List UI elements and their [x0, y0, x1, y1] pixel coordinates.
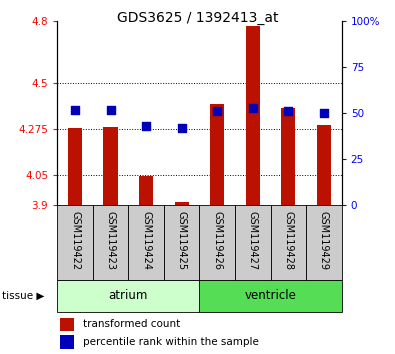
Text: GSM119429: GSM119429 — [319, 211, 329, 269]
Bar — [60, 335, 74, 349]
Text: GSM119426: GSM119426 — [212, 211, 222, 269]
Point — [143, 123, 149, 129]
Bar — [175, 202, 189, 205]
Point — [179, 125, 185, 131]
Bar — [164, 205, 199, 280]
Bar — [306, 205, 342, 280]
Text: atrium: atrium — [109, 289, 148, 302]
Bar — [281, 108, 295, 205]
Bar — [60, 318, 74, 331]
Point — [107, 107, 114, 113]
Text: ventricle: ventricle — [245, 289, 297, 302]
Point — [72, 107, 78, 113]
Point — [285, 109, 292, 114]
Text: GDS3625 / 1392413_at: GDS3625 / 1392413_at — [117, 11, 278, 25]
Text: percentile rank within the sample: percentile rank within the sample — [83, 337, 259, 347]
Bar — [199, 205, 235, 280]
Point — [321, 110, 327, 116]
Text: GSM119423: GSM119423 — [105, 211, 116, 269]
Text: GSM119422: GSM119422 — [70, 211, 80, 270]
Bar — [139, 176, 153, 205]
Text: transformed count: transformed count — [83, 319, 180, 329]
Point — [214, 109, 220, 114]
Bar — [246, 26, 260, 205]
Bar — [271, 205, 306, 280]
Bar — [57, 280, 199, 312]
Text: GSM119427: GSM119427 — [248, 211, 258, 270]
Bar — [57, 205, 93, 280]
Bar — [128, 205, 164, 280]
Bar — [103, 127, 118, 205]
Point — [250, 105, 256, 110]
Bar — [235, 205, 271, 280]
Bar — [317, 125, 331, 205]
Text: GSM119425: GSM119425 — [177, 211, 187, 270]
Bar — [93, 205, 128, 280]
Text: tissue ▶: tissue ▶ — [2, 291, 44, 301]
Bar — [210, 104, 224, 205]
Text: GSM119424: GSM119424 — [141, 211, 151, 269]
Bar — [68, 127, 82, 205]
Bar — [199, 280, 342, 312]
Text: GSM119428: GSM119428 — [283, 211, 293, 269]
